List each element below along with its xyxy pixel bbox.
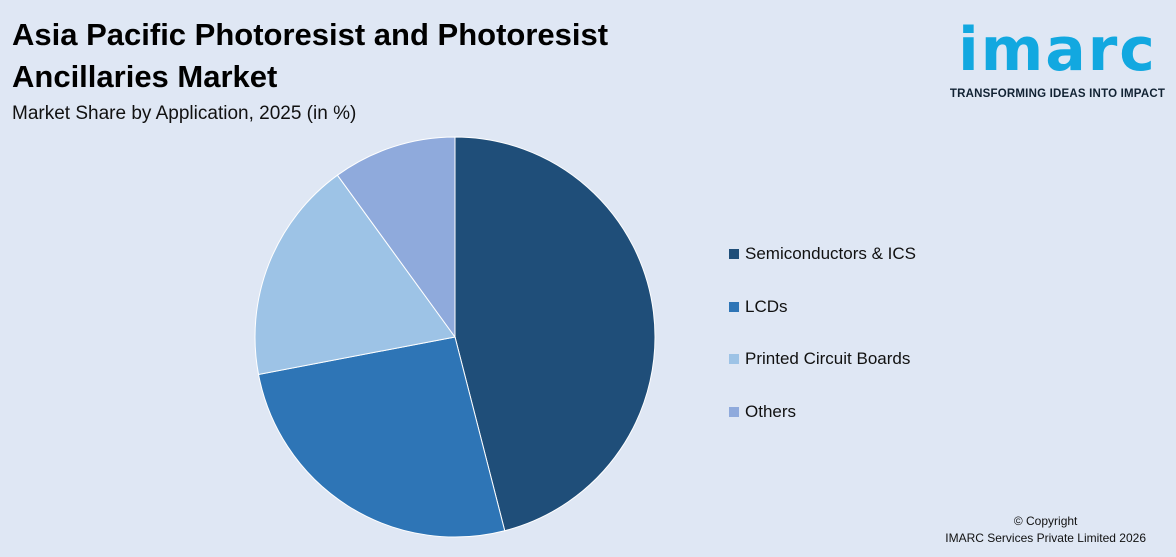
logo-wordmark-text: imarc — [958, 15, 1157, 85]
chart-legend: Semiconductors & ICS LCDs Printed Circuit … — [729, 241, 916, 451]
legend-label: Others — [745, 401, 797, 421]
chart-subtitle: Market Share by Application, 2025 (in %) — [12, 103, 357, 124]
legend-item: Others — [729, 399, 916, 425]
copyright-footer: © Copyright IMARC Services Private Limit… — [945, 513, 1146, 547]
pie-slice-lcds — [257, 336, 506, 538]
legend-swatch — [729, 301, 739, 312]
legend-swatch — [729, 249, 739, 259]
legend-label: Semiconductors & ICS — [745, 244, 917, 263]
legend-label: LCDs — [745, 296, 788, 316]
legend-item: Printed Circuit Boards — [729, 346, 916, 372]
logo-tagline: TRANSFORMING IDEAS INTO IMPACT — [949, 88, 1166, 100]
pie-slice-printed-circuit-boards — [254, 174, 456, 376]
legend-swatch — [729, 406, 739, 417]
imarc-logo: imarc TRANSFORMING IDEAS INTO IMPACT — [945, 12, 1170, 100]
logo-wordmark: imarc — [945, 12, 1170, 88]
pie-slice-semiconductors-ics — [454, 136, 656, 532]
chart-title: Asia Pacific Photoresist and Photoresist… — [12, 17, 609, 94]
legend-label: Printed Circuit Boards — [745, 349, 911, 368]
legend-item: LCDs — [729, 294, 916, 320]
pie-chart — [254, 136, 656, 538]
copyright-line: © Copyright — [1013, 514, 1078, 528]
company-line: IMARC Services Private Limited 2026 — [945, 531, 1146, 545]
legend-swatch — [729, 354, 739, 364]
pie-slice-others — [336, 136, 456, 339]
legend-item: Semiconductors & ICS — [729, 241, 916, 267]
